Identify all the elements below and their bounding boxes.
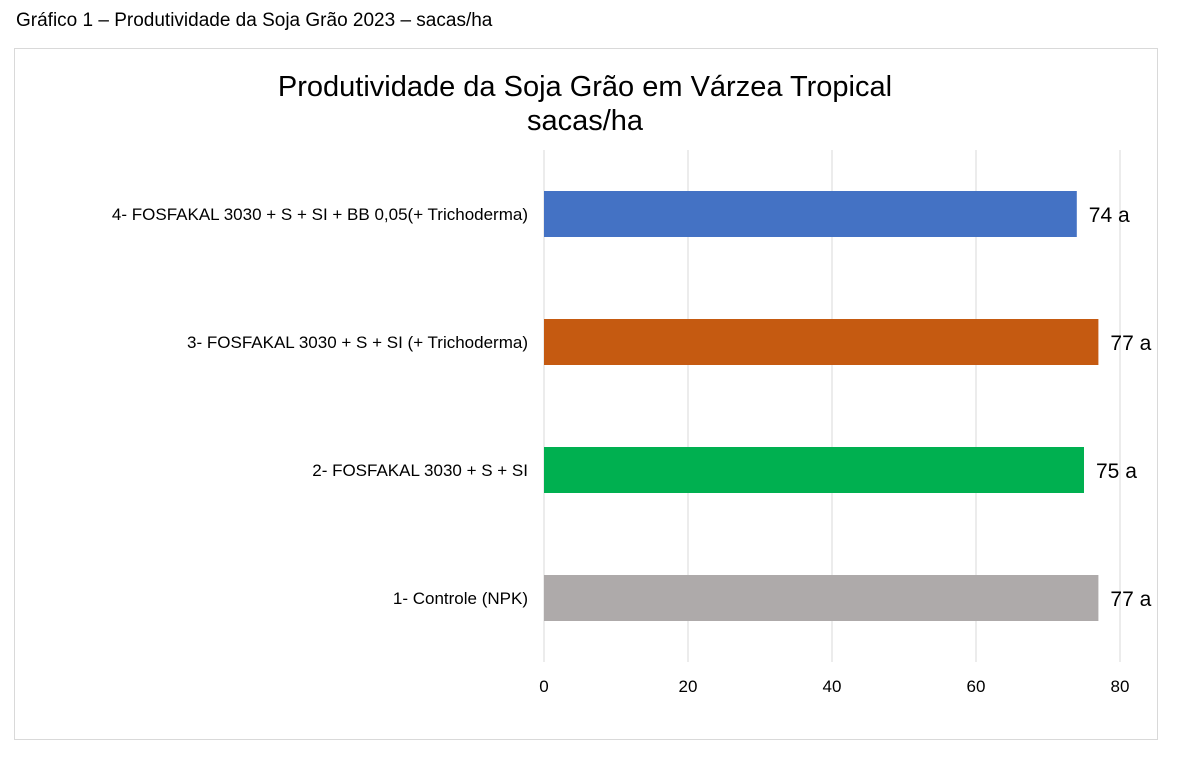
- bar-data-label: 75 a: [1096, 460, 1137, 483]
- category-label: 3- FOSFAKAL 3030 + S + SI (+ Trichoderma…: [187, 333, 528, 352]
- x-tick-label: 20: [679, 677, 698, 696]
- x-tick-label: 80: [1111, 677, 1130, 696]
- bar-data-label: 77 a: [1110, 332, 1151, 355]
- chart-title: Produtividade da Soja Grão em Várzea Tro…: [0, 70, 1170, 138]
- chart-title-line: Produtividade da Soja Grão em Várzea Tro…: [277, 71, 893, 103]
- category-label: 2- FOSFAKAL 3030 + S + SI: [312, 461, 528, 480]
- bar-data-label: 74 a: [1089, 204, 1130, 227]
- category-label: 4- FOSFAKAL 3030 + S + SI + BB 0,05(+ Tr…: [112, 205, 528, 224]
- x-tick-label: 40: [823, 677, 842, 696]
- x-tick-label: 60: [967, 677, 986, 696]
- bar-1: [544, 575, 1099, 621]
- bar-4: [544, 191, 1077, 237]
- bars: [544, 191, 1099, 621]
- chart-subtitle-line: sacas/ha: [526, 105, 644, 137]
- x-tick-label: 0: [539, 677, 548, 696]
- chart-frame: [14, 48, 1158, 740]
- bar-3: [544, 319, 1099, 365]
- bar-2: [544, 447, 1084, 493]
- bar-data-label: 77 a: [1110, 588, 1151, 611]
- category-label: 1- Controle (NPK): [393, 589, 528, 608]
- data-labels: 74 a 77 a 75 a 77 a: [1089, 204, 1152, 611]
- category-labels: 4- FOSFAKAL 3030 + S + SI + BB 0,05(+ Tr…: [112, 205, 528, 608]
- x-axis-ticks: 0 20 40 60 80: [539, 677, 1129, 696]
- figure-caption: Gráfico 1 – Produtividade da Soja Grão 2…: [16, 10, 493, 31]
